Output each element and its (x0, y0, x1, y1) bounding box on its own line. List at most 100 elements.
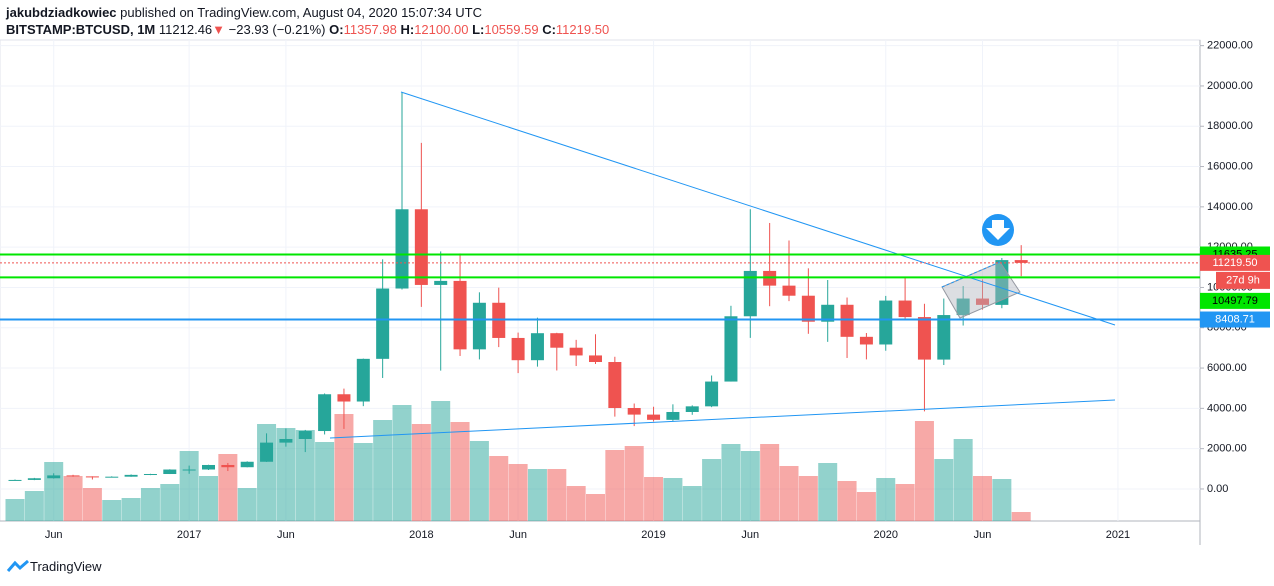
volume-bar (566, 486, 586, 521)
volume-bar (295, 430, 315, 521)
body (105, 476, 119, 478)
body (937, 315, 951, 360)
volume-bar (63, 476, 83, 521)
ohlc: O:11357.98 H:12100.00 L:10559.59 C:11219… (329, 22, 609, 37)
volume-bar (276, 428, 296, 521)
volume-bar (218, 454, 238, 521)
volume-bar (895, 484, 915, 521)
volume-bar (624, 446, 644, 521)
volume-bar (82, 488, 102, 521)
symbol-line: BITSTAMP:BTCUSD, 1M 11212.46▼ −23.93 (−0… (6, 22, 609, 37)
symbol: BITSTAMP:BTCUSD, 1M (6, 22, 156, 37)
body (66, 475, 80, 477)
trendline-up (329, 399, 1116, 439)
chart: 0.002000.004000.006000.008000.0010000.00… (0, 39, 1270, 545)
volume-bar (44, 462, 64, 521)
author: jakubdziadkowiec (6, 5, 117, 20)
volume-bar (760, 444, 780, 521)
volume-bar (392, 405, 412, 521)
body (182, 469, 196, 471)
arrow: ▼ (212, 22, 226, 37)
x-tick-label: Jun (974, 529, 992, 541)
volume-bar (489, 456, 509, 521)
y-tick-label: 16000.00 (1207, 160, 1253, 172)
body (550, 333, 564, 348)
body (898, 300, 912, 318)
y-tick-label: 4000.00 (1207, 402, 1247, 414)
ohlc-label: L: (472, 22, 485, 37)
publish-line: jakubdziadkowiec published on TradingVie… (6, 5, 482, 20)
body (801, 295, 815, 322)
published: published on TradingView.com, August 04,… (120, 5, 483, 20)
ohlc-label: C: (542, 22, 556, 37)
volume-bar (315, 442, 335, 521)
body (240, 461, 254, 468)
ohlc-value: 11357.98 (343, 22, 397, 37)
volume-bar (508, 464, 528, 521)
body (743, 270, 757, 317)
body (376, 288, 390, 359)
volume-bar (469, 441, 489, 521)
x-tick-label: Jun (277, 529, 295, 541)
body (337, 394, 351, 402)
y-tick-label: 0.00 (1207, 483, 1228, 495)
change: −23.93 (−0.21%) (228, 22, 326, 37)
body (85, 476, 99, 478)
last: 11212.46 (158, 22, 213, 37)
body (1014, 260, 1028, 263)
volume-bar (992, 479, 1012, 521)
volume-bar (682, 486, 702, 521)
body (124, 474, 138, 477)
volume-bar (934, 459, 954, 521)
body (917, 317, 931, 360)
trendline-down (400, 91, 1116, 326)
price-badge (1200, 311, 1270, 328)
body (318, 394, 332, 432)
volume-bar (102, 500, 122, 521)
y-tick-label: 22000.00 (1207, 40, 1253, 52)
volume-bar (779, 466, 799, 521)
body (666, 411, 680, 420)
body (589, 355, 602, 363)
volume-bar (160, 484, 180, 521)
logo: TradingView (6, 559, 102, 574)
body (260, 442, 274, 462)
body (395, 209, 409, 289)
price-badge (1200, 292, 1270, 309)
volume-bar (721, 444, 741, 521)
body (608, 362, 622, 409)
body (202, 464, 215, 470)
body (511, 337, 525, 361)
logo-icon (6, 559, 29, 572)
body (163, 469, 177, 475)
volume-bar (450, 422, 470, 521)
body (840, 304, 854, 337)
volume-bar (740, 451, 760, 521)
volume-bar (1011, 512, 1031, 521)
body (995, 260, 1009, 305)
body (453, 280, 467, 350)
x-tick-label: Jun (45, 529, 63, 541)
y-tick-label: 20000.00 (1207, 80, 1253, 92)
countdown: 27d 9h (1226, 274, 1260, 286)
volume-bar (24, 491, 44, 521)
y-tick-label: 14000.00 (1207, 201, 1253, 213)
body (879, 300, 893, 345)
volume-bar (179, 451, 199, 521)
channel-line (941, 261, 1001, 288)
body (27, 478, 41, 480)
volume-bar (5, 499, 25, 521)
body (976, 298, 989, 305)
x-tick-label: 2018 (409, 529, 433, 541)
ohlc-label: O: (329, 22, 344, 37)
volume-bar (876, 478, 896, 521)
body (782, 285, 796, 296)
volume-bar (818, 463, 838, 521)
ohlc-value: 11219.50 (555, 22, 610, 37)
volume-bar (411, 424, 431, 521)
ohlc-value: 10559.59 (484, 22, 539, 37)
volume-bar (702, 459, 722, 521)
volume-bar (547, 469, 567, 521)
price-badge-label: 8408.71 (1215, 313, 1255, 325)
ohlc-label: H: (400, 22, 415, 37)
